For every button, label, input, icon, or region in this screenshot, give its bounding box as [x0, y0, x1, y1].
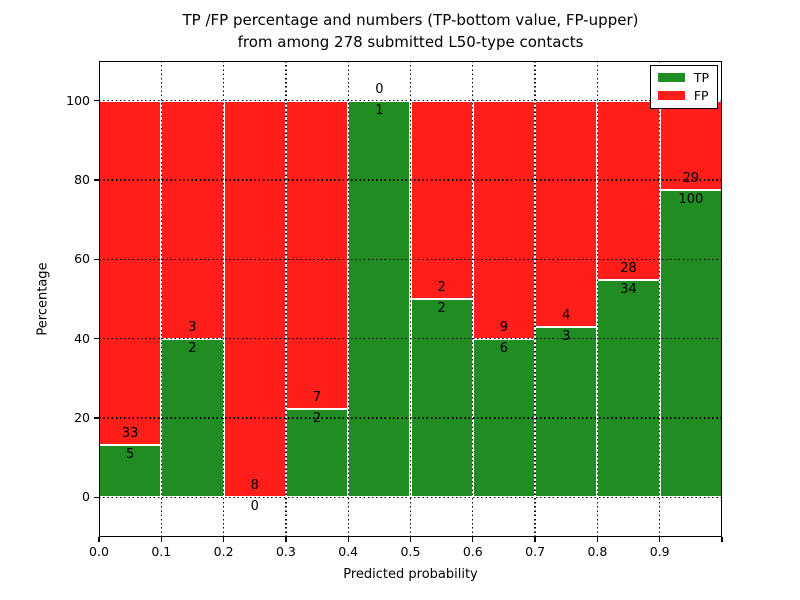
x-axis-tick: [98, 537, 100, 542]
y-axis-label: Percentage: [35, 262, 51, 336]
fp-count-label: 4: [562, 308, 571, 324]
x-axis-tick: [285, 537, 287, 542]
x-axis-tick: [721, 537, 723, 542]
chart-title-line1: TP /FP percentage and numbers (TP-bottom…: [182, 11, 639, 29]
y-tick-label: 0: [82, 489, 90, 505]
tp-bar-segment: [410, 299, 473, 498]
x-gridline: [347, 61, 349, 537]
tp-count-label: 1: [375, 102, 384, 118]
x-axis-tick: [534, 537, 536, 542]
y-axis-tick: [94, 258, 99, 261]
x-tick-label: 0.9: [649, 544, 670, 559]
y-tick-label: 20: [74, 410, 90, 425]
tp-bar-segment: [659, 189, 722, 498]
y-tick-label: 40: [74, 330, 90, 346]
x-axis-tick: [160, 537, 162, 542]
y-axis-tick: [94, 337, 99, 340]
fp-count-label: 8: [250, 478, 259, 494]
tp-count-label: 2: [312, 411, 322, 427]
tp-legend-swatch: [657, 73, 685, 82]
fp-legend-swatch: [657, 91, 685, 100]
x-tick-label: 0.1: [151, 544, 172, 559]
fp-count-label: 33: [121, 426, 139, 442]
tp-count-label: 2: [188, 340, 197, 356]
x-gridline: [222, 61, 225, 537]
chart-title-line2: from among 278 submitted L50-type contac…: [237, 33, 584, 51]
fp-bar-segment: [285, 100, 349, 410]
x-tick-label: 0.4: [338, 544, 359, 559]
legend-entry-fp: FP: [657, 88, 709, 103]
x-gridline: [409, 61, 412, 537]
y-axis-tick: [94, 99, 99, 102]
x-gridline: [472, 61, 474, 537]
x-axis-tick: [347, 537, 349, 542]
x-axis-tick: [472, 537, 474, 542]
fp-count-label: 7: [312, 390, 322, 406]
tp-count-label: 100: [678, 191, 704, 207]
fp-bar-segment: [410, 100, 473, 299]
x-gridline: [160, 61, 162, 537]
x-axis-tick: [596, 537, 599, 542]
y-axis-tick: [94, 496, 99, 499]
fp-bar-segment: [597, 100, 660, 280]
x-tick-label: 0.6: [462, 544, 483, 559]
y-axis-tick: [94, 417, 99, 419]
fp-count-label: 28: [620, 260, 637, 276]
fp-count-label: 0: [375, 81, 384, 97]
plot-area: TP FP 33 5 3 2 8 0 7 2 0 1 2 2 9 6 4 3 28 34 29 100: [99, 61, 722, 537]
tp-legend-label: TP: [693, 70, 709, 85]
fp-bar-segment: [472, 100, 536, 339]
fp-bar-segment: [161, 100, 224, 339]
fp-bar-segment: [99, 100, 162, 446]
x-axis-tick: [409, 537, 412, 542]
fp-bar-segment: [223, 100, 286, 498]
fp-bar-segment: [535, 100, 598, 328]
legend: TP FP: [649, 65, 718, 109]
y-tick-label: 60: [74, 251, 90, 267]
x-gridline: [285, 61, 287, 537]
x-axis-label: Predicted probability: [343, 567, 478, 582]
fp-count-label: 3: [188, 319, 197, 335]
legend-entry-tp: TP: [657, 70, 709, 85]
x-tick-label: 0.7: [525, 544, 546, 559]
y-tick-label: 100: [66, 92, 90, 108]
tp-count-label: 6: [499, 340, 509, 356]
x-axis-tick: [659, 537, 661, 542]
tp-bar-segment: [535, 327, 598, 498]
tp-bar-segment: [597, 279, 660, 498]
tp-count-label: 3: [562, 329, 571, 345]
x-axis-tick: [222, 537, 225, 542]
y-axis-tick: [94, 179, 99, 181]
x-tick-label: 0.2: [213, 544, 234, 559]
x-tick-label: 0.3: [275, 544, 296, 559]
fp-count-label: 29: [682, 170, 700, 186]
x-tick-label: 0.8: [587, 544, 608, 559]
fp-count-label: 2: [437, 280, 446, 295]
x-tick-label: 0.0: [89, 544, 109, 559]
chart-title: TP /FP percentage and numbers (TP-bottom…: [99, 9, 722, 53]
x-tick-label: 0.5: [400, 544, 421, 559]
x-gridline: [659, 61, 661, 537]
y-tick-label: 80: [74, 172, 90, 187]
tp-bar-segment: [348, 100, 411, 498]
fp-count-label: 9: [499, 319, 509, 335]
fp-legend-label: FP: [693, 88, 709, 103]
tp-count-label: 2: [437, 301, 446, 316]
x-gridline: [596, 61, 599, 537]
tp-count-label: 5: [126, 447, 135, 463]
x-gridline: [534, 61, 536, 537]
tp-count-label: 0: [250, 499, 259, 515]
tp-count-label: 34: [620, 281, 637, 297]
